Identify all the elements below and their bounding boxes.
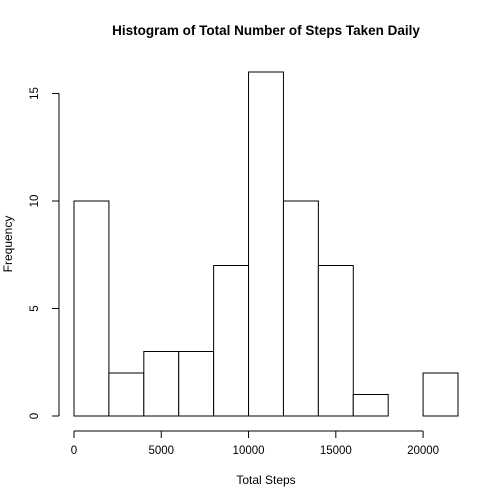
histogram-bar: [213, 265, 250, 417]
x-axis: 0 5000 10000 15000 20000: [71, 430, 439, 457]
x-tick-label: 0: [71, 445, 77, 457]
histogram-bar: [178, 351, 215, 417]
x-tick-label: 15000: [320, 445, 352, 457]
histogram-bar: [143, 351, 180, 417]
x-tick-label: 20000: [407, 445, 439, 457]
x-axis-label: Total Steps: [236, 473, 295, 487]
y-tick-label: 15: [29, 87, 41, 100]
histogram-bar: [422, 372, 459, 417]
histogram-bar: [352, 394, 389, 417]
y-axis-label: Frequency: [1, 216, 15, 273]
histogram-bar: [108, 372, 145, 417]
histogram-bars: [73, 71, 459, 417]
histogram-bar: [282, 200, 319, 417]
histogram-bar: [73, 200, 110, 417]
y-tick-label: 5: [29, 305, 41, 311]
histogram-bar: [248, 71, 284, 417]
y-tick-label: 10: [29, 195, 41, 208]
chart-title: Histogram of Total Number of Steps Taken…: [112, 23, 420, 38]
x-tick-label: 5000: [148, 445, 174, 457]
y-tick-label: 0: [29, 413, 41, 419]
x-tick-label: 10000: [233, 445, 265, 457]
y-axis: 0 5 10 15: [29, 87, 60, 419]
histogram-bar: [317, 265, 354, 417]
